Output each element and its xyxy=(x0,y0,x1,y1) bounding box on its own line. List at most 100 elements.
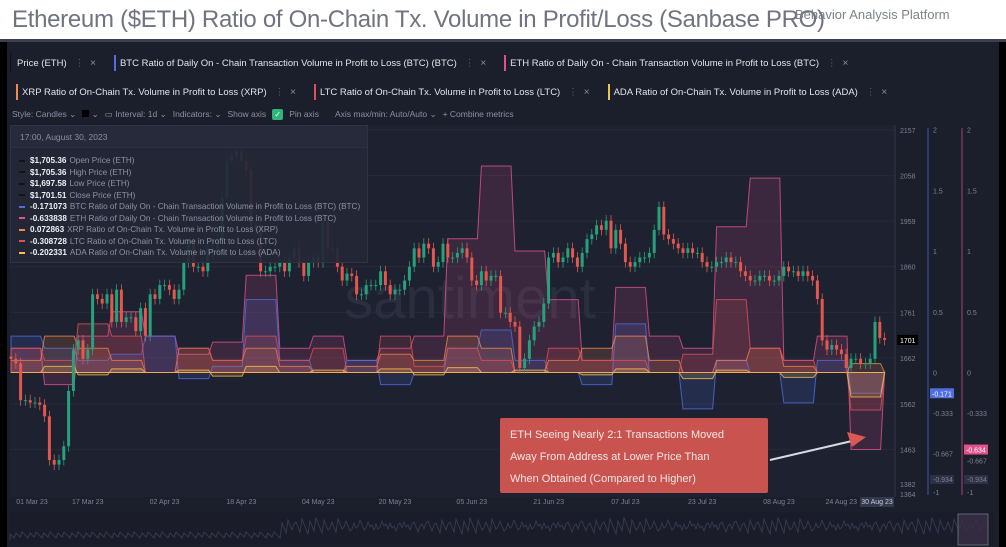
close-icon[interactable]: × xyxy=(290,86,296,98)
candle-body xyxy=(729,257,733,263)
candle xyxy=(820,293,824,346)
close-icon[interactable]: × xyxy=(480,57,487,69)
metric-tab-price[interactable]: Price (ETH) ⋮ × xyxy=(10,53,102,73)
candle-body xyxy=(139,308,143,332)
candle xyxy=(57,454,61,471)
close-icon[interactable]: × xyxy=(583,86,590,98)
ratio-area-ada xyxy=(11,365,886,398)
candle-body xyxy=(772,280,776,282)
tooltip-row: 0.072863 XRP Ratio of On-Chain Tx. Volume… xyxy=(19,224,367,236)
pin-axis-toggle[interactable]: Pin axis xyxy=(289,109,319,119)
close-icon[interactable]: × xyxy=(881,86,888,98)
candle xyxy=(263,265,267,277)
annotation-line: ETH Seeing Nearly 2:1 Transactions Moved xyxy=(510,429,724,441)
metric-tab-ltc[interactable]: LTC Ratio of On-Chain Tx. Volume in Prof… xyxy=(308,82,596,102)
show-axis-checkbox[interactable]: ✓ xyxy=(272,108,284,120)
more-icon[interactable]: ⋮ xyxy=(274,86,285,98)
indicators-select[interactable]: Indicators: ⌄ xyxy=(172,108,222,119)
candle xyxy=(14,353,18,369)
candle-body xyxy=(196,266,200,268)
metric-tab-ada[interactable]: ADA Ratio of On-Chain Tx. Volume in Prof… xyxy=(602,82,894,102)
candle-body xyxy=(638,257,642,263)
current-date-label: 30 Aug 23 xyxy=(861,499,893,506)
candle-body xyxy=(455,252,459,258)
candle-body xyxy=(571,248,575,258)
close-icon[interactable]: × xyxy=(842,57,849,69)
metric-label: XRP Ratio of On-Chain Tx. Volume in Prof… xyxy=(22,86,267,98)
color-bar xyxy=(313,84,316,100)
left-border xyxy=(0,42,7,547)
interval-label: Interval: 1d xyxy=(115,108,158,119)
current-price-marker xyxy=(897,334,918,345)
candle-body xyxy=(859,358,863,364)
date-tick-label: 01 Mar 23 xyxy=(16,499,48,506)
navigator-selection-handle[interactable] xyxy=(957,513,989,546)
axis-maxmin-select[interactable]: Axis max/min: Auto/Auto ⌄ xyxy=(334,108,437,119)
candle xyxy=(628,256,632,273)
color-bar xyxy=(16,84,18,100)
candle-body xyxy=(177,289,181,299)
candle-body xyxy=(340,266,344,281)
candle xyxy=(623,238,627,268)
candle-body xyxy=(100,298,104,304)
candle xyxy=(81,334,85,365)
candle xyxy=(878,316,882,344)
price-tick-label: 2058 xyxy=(900,174,916,181)
candle xyxy=(551,247,555,264)
candle xyxy=(849,353,853,374)
current-date-marker xyxy=(860,497,894,507)
more-icon[interactable]: ⋮ xyxy=(568,86,578,98)
tooltip-value: $1,697.58 xyxy=(30,179,67,189)
ratio-tick-label: 1 xyxy=(933,249,937,256)
candle-body xyxy=(724,257,728,263)
interval-select[interactable]: ▭ Interval: 1d ⌄ xyxy=(104,108,167,119)
style-select[interactable]: Style: Candles ⌄ xyxy=(12,108,77,119)
page-subtitle: Behavior Analysis Platform xyxy=(795,7,950,22)
candle xyxy=(427,238,431,254)
candle xyxy=(76,334,80,356)
candle-body xyxy=(556,252,560,263)
page-title: Ethereum ($ETH) Ratio of On-Chain Tx. Vo… xyxy=(12,6,825,33)
candle-body xyxy=(619,229,623,244)
ratio-tick-label: 1.5 xyxy=(967,188,977,195)
candle-body xyxy=(23,400,27,402)
candle-body xyxy=(369,285,373,287)
candle xyxy=(359,288,363,300)
combine-metrics-button[interactable]: + Combine metrics xyxy=(442,109,514,119)
candle xyxy=(571,242,575,264)
candle-body xyxy=(739,262,743,272)
more-icon[interactable]: ⋮ xyxy=(74,57,85,69)
annotation-box: ETH Seeing Nearly 2:1 Transactions Moved… xyxy=(500,418,768,493)
metric-label: LTC Ratio of On-Chain Tx. Volume in Prof… xyxy=(319,86,561,98)
candle-body xyxy=(595,225,599,235)
candle xyxy=(407,261,411,287)
candle-body xyxy=(43,404,47,417)
candle xyxy=(412,242,416,273)
more-icon[interactable]: ⋮ xyxy=(865,86,876,98)
more-icon[interactable]: ⋮ xyxy=(464,57,475,69)
close-icon[interactable]: × xyxy=(90,57,96,69)
candle-body xyxy=(561,257,565,263)
candle xyxy=(700,247,704,268)
candle xyxy=(863,357,867,369)
ratio-tick-label: 2 xyxy=(933,128,937,135)
candle-body xyxy=(201,266,205,272)
candle-body xyxy=(153,294,157,299)
candle-body xyxy=(806,271,810,276)
annotation-line: Away From Address at Lower Price Than xyxy=(510,451,710,463)
candle-body xyxy=(359,294,363,296)
metric-tab-eth[interactable]: ETH Ratio of Daily On - Chain Transactio… xyxy=(498,53,854,73)
metric-tab-btc[interactable]: BTC Ratio of Daily On - Chain Transactio… xyxy=(108,53,492,73)
color-select[interactable]: ⌄ xyxy=(82,109,99,120)
candle xyxy=(638,251,642,268)
price-tick-label: 1860 xyxy=(900,265,916,272)
price-tick-label: 1761 xyxy=(900,310,916,317)
tooltip-label: BTC Ratio of Daily On - Chain Transactio… xyxy=(69,202,361,212)
candle xyxy=(614,224,618,254)
price-tick-label: 1382 xyxy=(900,482,916,489)
ratio-tick-label: -1 xyxy=(967,490,973,497)
metric-tab-xrp[interactable]: XRP Ratio of On-Chain Tx. Volume in Prof… xyxy=(10,82,302,102)
series-swatch xyxy=(19,159,25,162)
more-icon[interactable]: ⋮ xyxy=(827,57,837,69)
candle xyxy=(782,261,786,282)
